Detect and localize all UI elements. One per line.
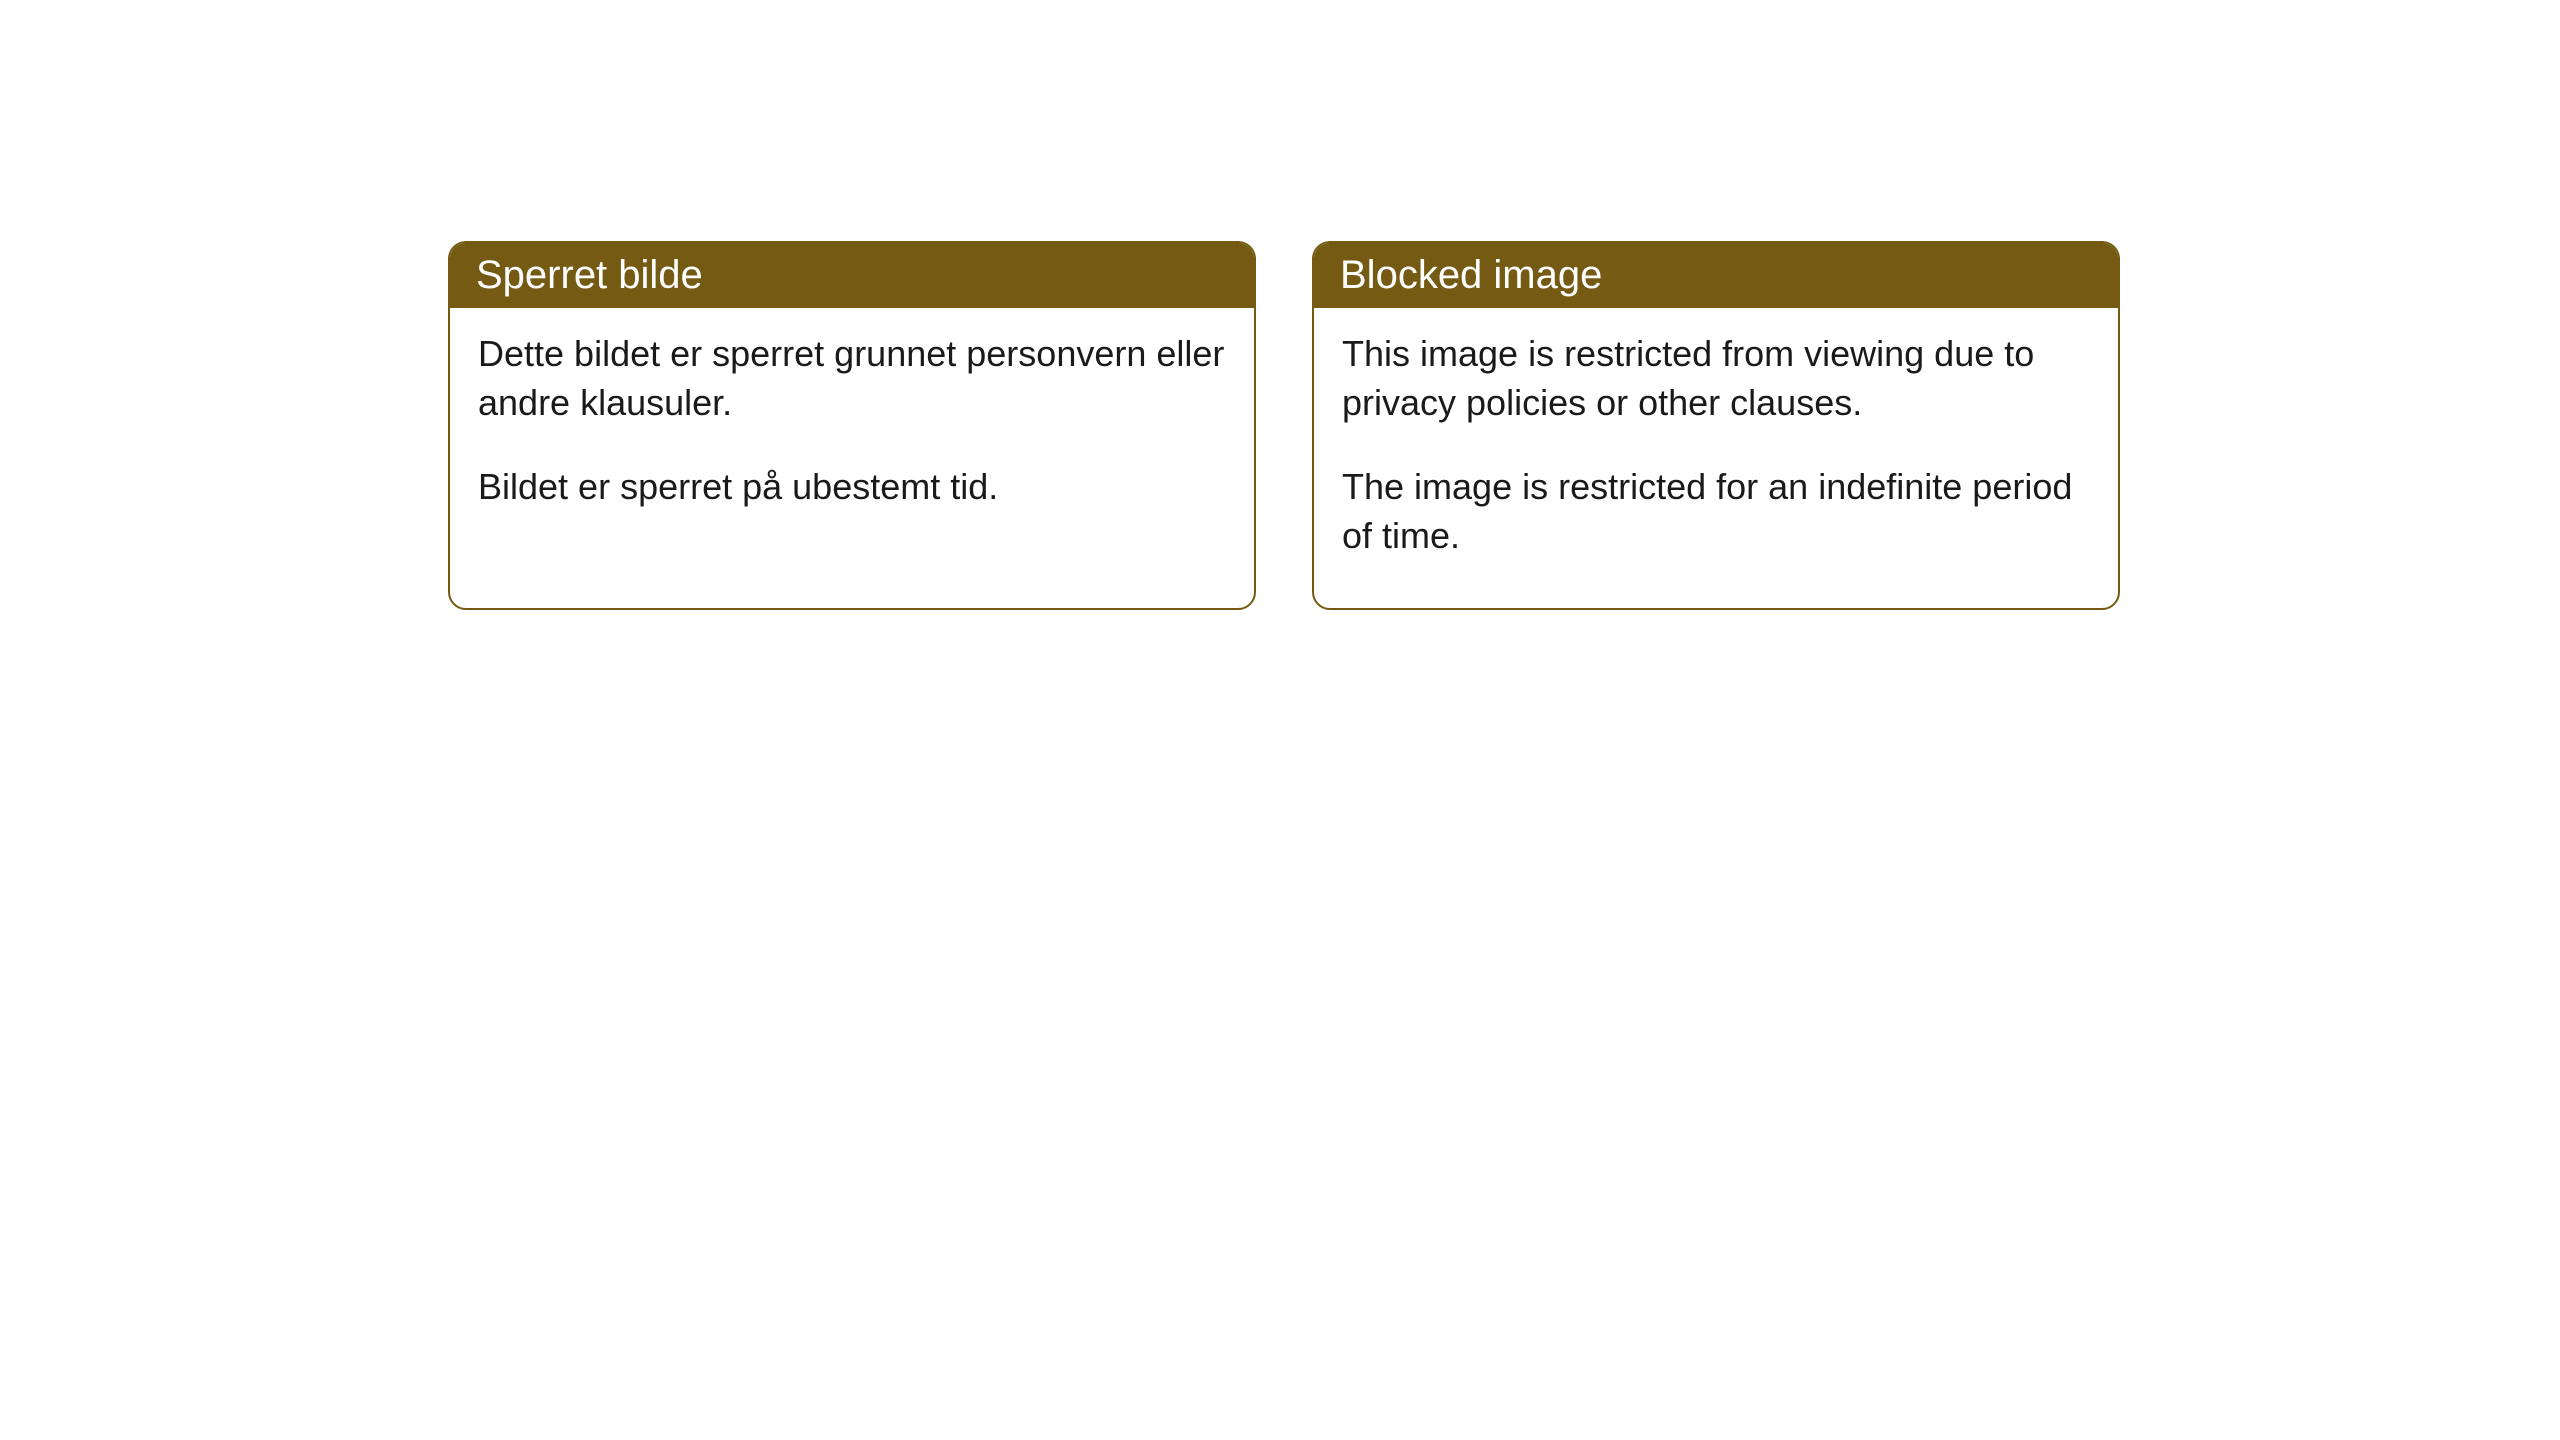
info-card-english: Blocked image This image is restricted f… (1312, 241, 2120, 610)
card-paragraph: The image is restricted for an indefinit… (1342, 463, 2090, 560)
card-header: Blocked image (1314, 243, 2118, 308)
cards-container: Sperret bilde Dette bildet er sperret gr… (0, 0, 2560, 610)
card-paragraph: This image is restricted from viewing du… (1342, 330, 2090, 427)
card-body: Dette bildet er sperret grunnet personve… (450, 308, 1254, 560)
card-paragraph: Bildet er sperret på ubestemt tid. (478, 463, 1226, 512)
card-header: Sperret bilde (450, 243, 1254, 308)
info-card-norwegian: Sperret bilde Dette bildet er sperret gr… (448, 241, 1256, 610)
card-paragraph: Dette bildet er sperret grunnet personve… (478, 330, 1226, 427)
card-body: This image is restricted from viewing du… (1314, 308, 2118, 608)
